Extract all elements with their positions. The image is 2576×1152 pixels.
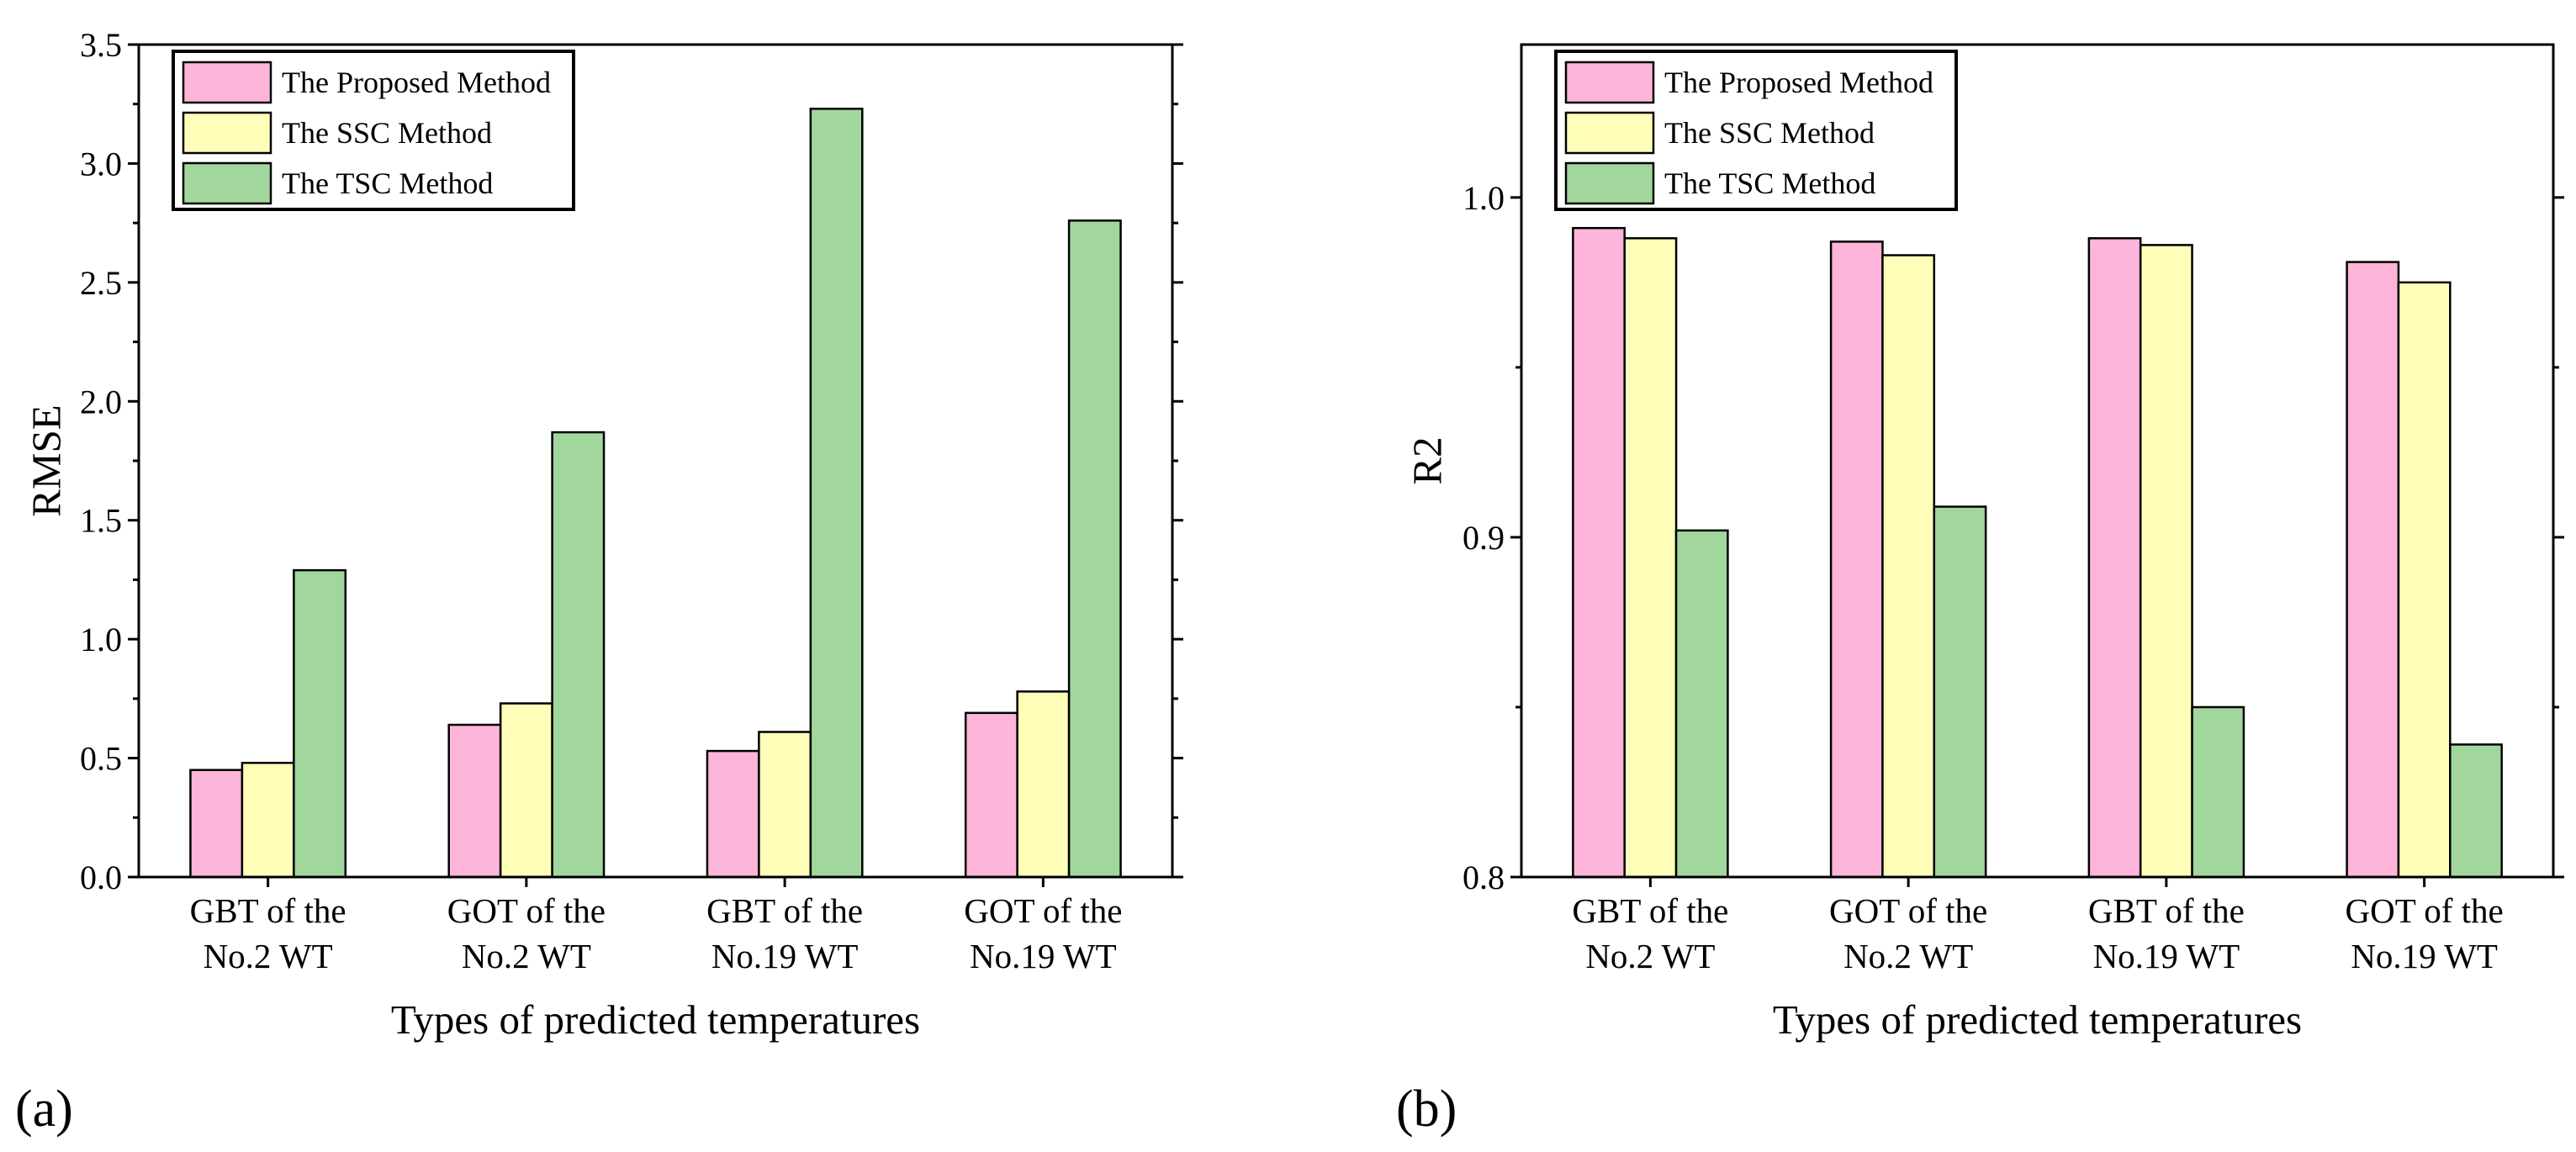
legend-entry-the-ssc-method: The SSC Method (182, 111, 492, 155)
x-category-label-line-1: GOT of the (964, 891, 1122, 930)
legend-entry-the-proposed-method: The Proposed Method (1564, 61, 1933, 104)
x-category-label-line-2: No.19 WT (970, 937, 1117, 975)
panel-label: (a) (15, 1081, 73, 1138)
y-tick-label: 2.5 (80, 264, 122, 302)
x-category-label-line-2: No.2 WT (462, 937, 591, 975)
legend: The Proposed Method The SSC Method The TSC… (172, 50, 575, 211)
bar-the-proposed-method-got-of-the-no-19-wt (964, 711, 1018, 879)
x-axis-title: Types of predicted temperatures (1773, 996, 2302, 1043)
legend-entry-the-tsc-method: The TSC Method (182, 161, 493, 205)
x-category-label-line-2: No.19 WT (2351, 937, 2498, 975)
y-axis-title: R2 (1404, 436, 1451, 484)
bar-the-proposed-method-got-of-the-no-2-wt (1829, 240, 1884, 879)
bar-the-tsc-method-got-of-the-no-19-wt (1067, 219, 1122, 879)
x-category-label-line-1: GOT of the (1829, 891, 1987, 930)
legend-entry-the-proposed-method: The Proposed Method (182, 61, 551, 104)
y-tick-label: 1.5 (80, 502, 122, 540)
bar-the-proposed-method-gbt-of-the-no-19-wt (706, 749, 760, 879)
legend-swatch-the-tsc-method (182, 161, 272, 205)
x-category-label-line-1: GBT of the (190, 891, 346, 930)
bar-the-proposed-method-gbt-of-the-no-19-wt (2087, 237, 2142, 879)
bar-the-tsc-method-got-of-the-no-2-wt (551, 431, 606, 879)
legend-entry-the-tsc-method: The TSC Method (1564, 161, 1875, 205)
legend-swatch-the-ssc-method (1564, 111, 1655, 155)
legend-swatch-the-tsc-method (1564, 161, 1655, 205)
bar-the-ssc-method-got-of-the-no-19-wt (2397, 281, 2452, 879)
x-category-label-line-1: GBT of the (706, 891, 863, 930)
bar-the-ssc-method-got-of-the-no-2-wt (1881, 254, 1936, 879)
y-tick-label: 0.9 (1463, 519, 1505, 557)
y-tick-label: 2.0 (80, 383, 122, 420)
legend-swatch-the-proposed-method (1564, 61, 1655, 104)
x-category-label-line-1: GOT of the (447, 891, 606, 930)
x-category-label-line-2: No.19 WT (711, 937, 859, 975)
y-tick-label: 0.8 (1463, 859, 1505, 896)
bar-the-ssc-method-gbt-of-the-no-19-wt (758, 731, 812, 879)
bar-the-proposed-method-gbt-of-the-no-2-wt (1572, 226, 1626, 879)
x-axis-title: Types of predicted temperatures (391, 996, 920, 1043)
bar-the-tsc-method-got-of-the-no-19-wt (2449, 743, 2503, 879)
x-category-label-line-1: GBT of the (1572, 891, 1728, 930)
bar-the-proposed-method-got-of-the-no-2-wt (447, 723, 502, 879)
panel-b-r2-chart: 0.8 0.9 1.0 GBT of the No.2 WT GOT of the No.2… (1396, 43, 2564, 1138)
x-category-label-line-2: No.2 WT (1585, 937, 1715, 975)
x-category-label-line-2: No.2 WT (1843, 937, 1973, 975)
bar-the-tsc-method-gbt-of-the-no-19-wt (809, 108, 864, 879)
bar-the-proposed-method-got-of-the-no-19-wt (2346, 261, 2400, 879)
bar-the-ssc-method-gbt-of-the-no-2-wt (241, 761, 295, 879)
legend-label-the-proposed-method: The Proposed Method (1664, 66, 1933, 99)
legend-swatch-the-proposed-method (182, 61, 272, 104)
bar-the-ssc-method-got-of-the-no-19-wt (1016, 690, 1071, 879)
x-category-label-line-2: No.19 WT (2093, 937, 2240, 975)
y-tick-label: 0.0 (80, 859, 122, 896)
legend-label-the-ssc-method: The SSC Method (282, 116, 492, 150)
y-tick-label: 1.0 (1463, 179, 1505, 217)
y-tick-label: 0.5 (80, 740, 122, 778)
bar-the-tsc-method-gbt-of-the-no-2-wt (293, 568, 347, 879)
y-tick-label: 3.5 (80, 26, 122, 64)
plot-frame (1520, 43, 2555, 879)
y-axis-title: RMSE (24, 404, 70, 516)
bar-the-tsc-method-got-of-the-no-2-wt (1933, 505, 1987, 879)
bar-the-tsc-method-gbt-of-the-no-2-wt (1674, 529, 1729, 879)
bar-the-ssc-method-got-of-the-no-2-wt (499, 702, 553, 879)
bar-the-tsc-method-gbt-of-the-no-19-wt (2191, 705, 2245, 879)
x-category-label-line-1: GBT of the (2088, 891, 2245, 930)
y-tick-label: 1.0 (80, 621, 122, 658)
legend-label-the-ssc-method: The SSC Method (1664, 116, 1875, 150)
legend-entry-the-ssc-method: The SSC Method (1564, 111, 1875, 155)
legend-label-the-tsc-method: The TSC Method (1664, 166, 1875, 200)
legend-label-the-proposed-method: The Proposed Method (282, 66, 551, 99)
legend-swatch-the-ssc-method (182, 111, 272, 155)
legend: The Proposed Method The SSC Method The TSC… (1554, 50, 1958, 211)
bar-the-proposed-method-gbt-of-the-no-2-wt (189, 769, 244, 879)
bar-the-ssc-method-gbt-of-the-no-19-wt (2139, 244, 2193, 879)
panel-a-rmse-chart: 0.0 0.5 1.0 1.5 2.0 2.5 3.0 3.5 GBT of the No.2 W… (15, 26, 1183, 1138)
y-tick-label: 3.0 (80, 145, 122, 182)
bar-the-ssc-method-gbt-of-the-no-2-wt (1623, 237, 1678, 879)
x-category-label-line-1: GOT of the (2345, 891, 2503, 930)
x-category-label-line-2: No.2 WT (204, 937, 333, 975)
legend-label-the-tsc-method: The TSC Method (282, 166, 493, 200)
panel-label: (b) (1396, 1081, 1457, 1138)
